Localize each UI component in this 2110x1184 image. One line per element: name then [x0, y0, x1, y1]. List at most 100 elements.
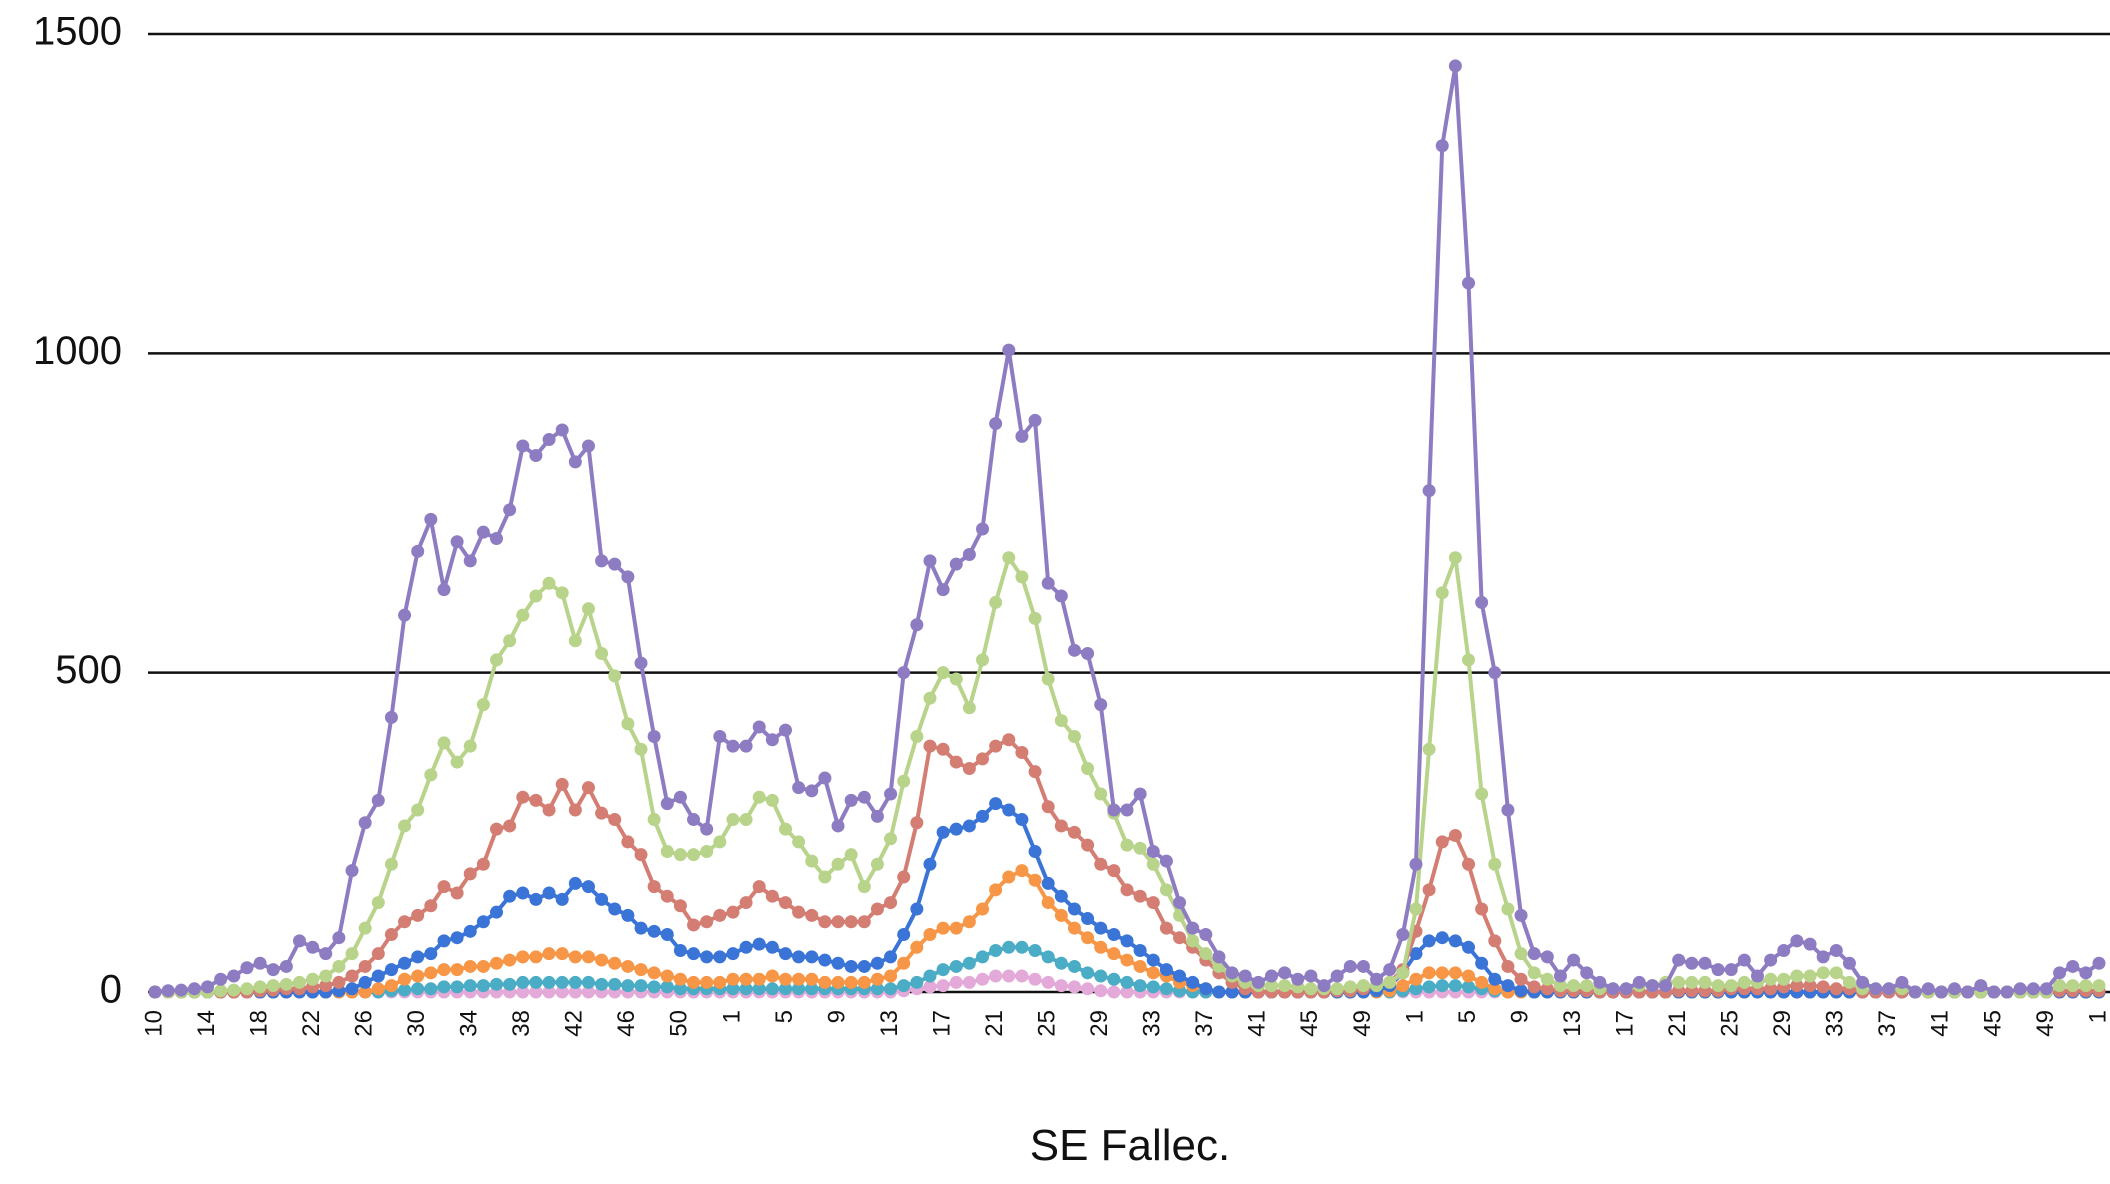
data-point: [1580, 966, 1594, 980]
data-point: [1370, 972, 1384, 986]
data-point: [1764, 982, 1778, 996]
data-point: [1054, 889, 1068, 903]
data-point: [568, 634, 582, 648]
data-point: [1764, 953, 1778, 967]
axes: 0 500 1000 1500 10 14 18 22 26 30 34 38 42 46 50 1 5 9 13 1…: [33, 10, 2110, 1037]
data-point: [844, 793, 858, 807]
data-point: [581, 439, 595, 453]
data-point: [595, 892, 609, 906]
data-point: [568, 975, 582, 989]
data-point: [581, 781, 595, 795]
data-point: [1028, 943, 1042, 957]
data-point: [1383, 963, 1397, 977]
data-point: [778, 947, 792, 961]
data-point: [910, 730, 924, 744]
data-point: [673, 848, 687, 862]
data-point: [358, 975, 372, 989]
data-point: [2000, 985, 2014, 999]
data-point: [2079, 966, 2093, 980]
data-point: [1081, 912, 1095, 926]
data-point: [831, 956, 845, 970]
data-point: [568, 455, 582, 469]
data-point: [621, 835, 635, 849]
data-point: [345, 969, 359, 983]
data-point: [1672, 953, 1686, 967]
data-point: [673, 899, 687, 913]
data-point: [411, 950, 425, 964]
x-tick-label: 49: [1349, 1010, 1376, 1037]
data-point: [332, 959, 346, 973]
data-point: [1448, 934, 1462, 948]
data-point: [1107, 803, 1121, 817]
data-point: [568, 985, 582, 999]
data-point: [765, 982, 779, 996]
data-point: [1186, 934, 1200, 948]
data-point: [792, 905, 806, 919]
data-point: [1054, 819, 1068, 833]
x-tick-label: 9: [823, 1010, 850, 1023]
data-point: [857, 975, 871, 989]
data-point: [621, 908, 635, 922]
data-point: [1120, 934, 1134, 948]
data-point: [870, 857, 884, 871]
data-point: [608, 669, 622, 683]
data-point: [1659, 979, 1673, 993]
series: [148, 59, 2106, 999]
data-point: [831, 975, 845, 989]
data-point: [1737, 953, 1751, 967]
data-point: [739, 982, 753, 996]
data-point: [765, 940, 779, 954]
data-point: [897, 928, 911, 942]
data-point: [516, 985, 530, 999]
data-point: [1094, 940, 1108, 954]
data-point: [700, 822, 714, 836]
data-point: [844, 848, 858, 862]
x-tick-label: 30: [403, 1010, 430, 1037]
data-point: [884, 787, 898, 801]
data-point: [1225, 985, 1239, 999]
data-point: [857, 790, 871, 804]
series: [148, 551, 2106, 999]
data-point: [1107, 972, 1121, 986]
data-point: [897, 666, 911, 680]
data-point: [1396, 979, 1410, 993]
data-point: [634, 979, 648, 993]
data-point: [673, 790, 687, 804]
data-point: [936, 963, 950, 977]
data-point: [476, 959, 490, 973]
data-point: [2092, 956, 2106, 970]
data-point: [949, 755, 963, 769]
x-tick-label: 1: [1401, 1010, 1428, 1023]
x-tick-label: 37: [1191, 1010, 1218, 1037]
data-point: [2053, 979, 2067, 993]
data-point: [555, 586, 569, 600]
data-point: [752, 720, 766, 734]
x-tick-label: 49: [2032, 1010, 2059, 1037]
series-line: [154, 63, 2101, 994]
data-point: [1133, 979, 1147, 993]
data-point: [1015, 940, 1029, 954]
data-point: [1356, 979, 1370, 993]
data-point: [700, 915, 714, 929]
data-point: [581, 880, 595, 894]
data-point: [884, 896, 898, 910]
data-point: [1501, 902, 1515, 916]
data-point: [437, 934, 451, 948]
data-point: [174, 983, 188, 997]
data-point: [490, 822, 504, 836]
data-point: [739, 739, 753, 753]
data-point: [555, 777, 569, 791]
data-point: [516, 950, 530, 964]
data-point: [463, 554, 477, 568]
data-point: [1514, 947, 1528, 961]
data-point: [923, 857, 937, 871]
data-point: [1724, 963, 1738, 977]
data-point: [1028, 844, 1042, 858]
data-point: [476, 857, 490, 871]
data-point: [1251, 975, 1265, 989]
data-point: [1462, 857, 1476, 871]
data-point: [1081, 931, 1095, 945]
data-point: [962, 975, 976, 989]
data-point: [608, 902, 622, 916]
